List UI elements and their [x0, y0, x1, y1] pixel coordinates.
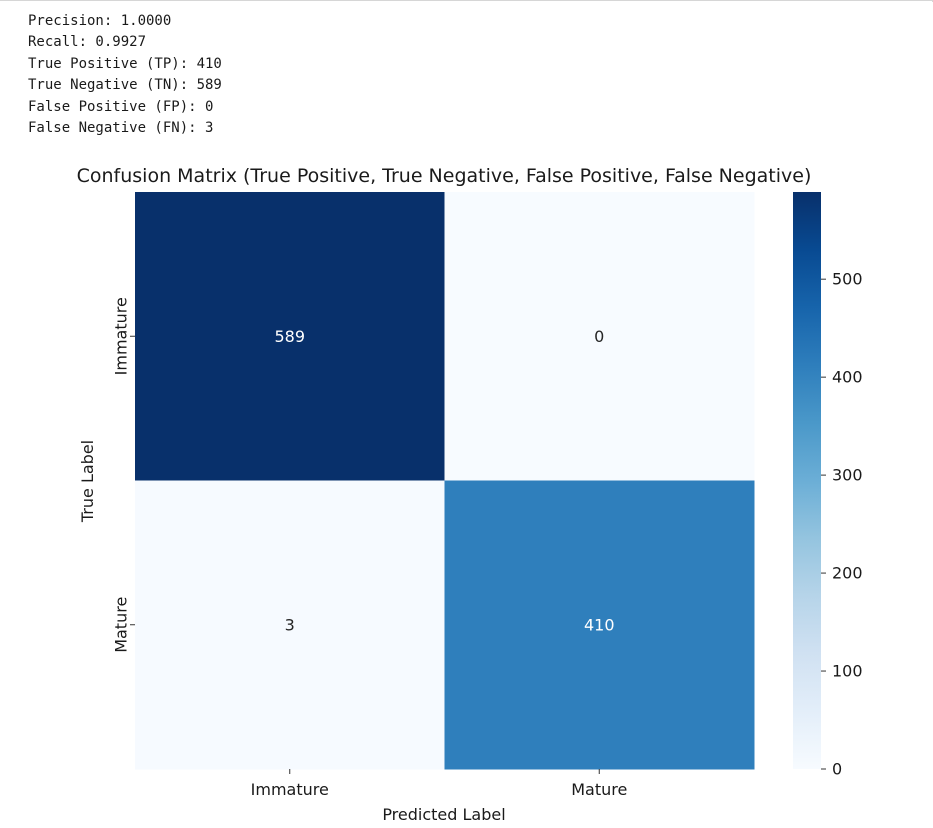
true-positive-line: True Positive (TP): 410 — [28, 55, 222, 72]
colorbar — [793, 192, 821, 769]
colorbar-tick-label: 500 — [832, 270, 863, 289]
y-tick-label: Mature — [112, 597, 131, 653]
precision-line: Precision: 1.0000 — [28, 13, 172, 29]
recall-line: Recall: 0.9927 — [28, 34, 147, 51]
colorbar-tick-label: 200 — [832, 564, 863, 583]
heatmap-cell — [135, 192, 445, 481]
cell-value-label: 0 — [594, 327, 604, 346]
heatmap-cell — [444, 480, 755, 770]
x-axis-label: Predicted Label — [382, 805, 505, 824]
x-tick-label: Immature — [251, 780, 329, 799]
cell-value-label: 589 — [274, 327, 305, 346]
false-positive-line: False Positive (FP): 0 — [28, 98, 214, 115]
y-axis-label: True Label — [78, 440, 97, 523]
colorbar-ticks: 0 100 200 300 400 500 — [821, 270, 863, 779]
cell-output-text: Precision: 1.0000 Recall: 0.9927 True Posi… — [28, 11, 222, 139]
colorbar-tick-label: 300 — [832, 466, 863, 485]
x-tick-label: Mature — [571, 780, 627, 799]
cell-value-label: 410 — [584, 615, 615, 634]
chart-title: Confusion Matrix (True Positive, True Ne… — [77, 165, 812, 187]
heatmap-cell — [444, 192, 755, 481]
colorbar-tick-label: 100 — [832, 662, 863, 681]
x-axis-ticks: Immature Mature — [251, 769, 627, 799]
true-negative-line: True Negative (TN): 589 — [28, 77, 222, 94]
y-axis-ticks: Immature Mature — [112, 297, 135, 653]
false-negative-line: False Negative (FN): 3 — [28, 120, 214, 137]
y-tick-label: Immature — [112, 297, 131, 375]
cell-value-label: 3 — [285, 615, 295, 634]
colorbar-tick-label: 400 — [832, 368, 863, 387]
heatmap-cell — [135, 480, 445, 770]
heatmap-cells: 589 0 3 410 — [135, 192, 755, 770]
colorbar-tick-label: 0 — [832, 760, 842, 779]
